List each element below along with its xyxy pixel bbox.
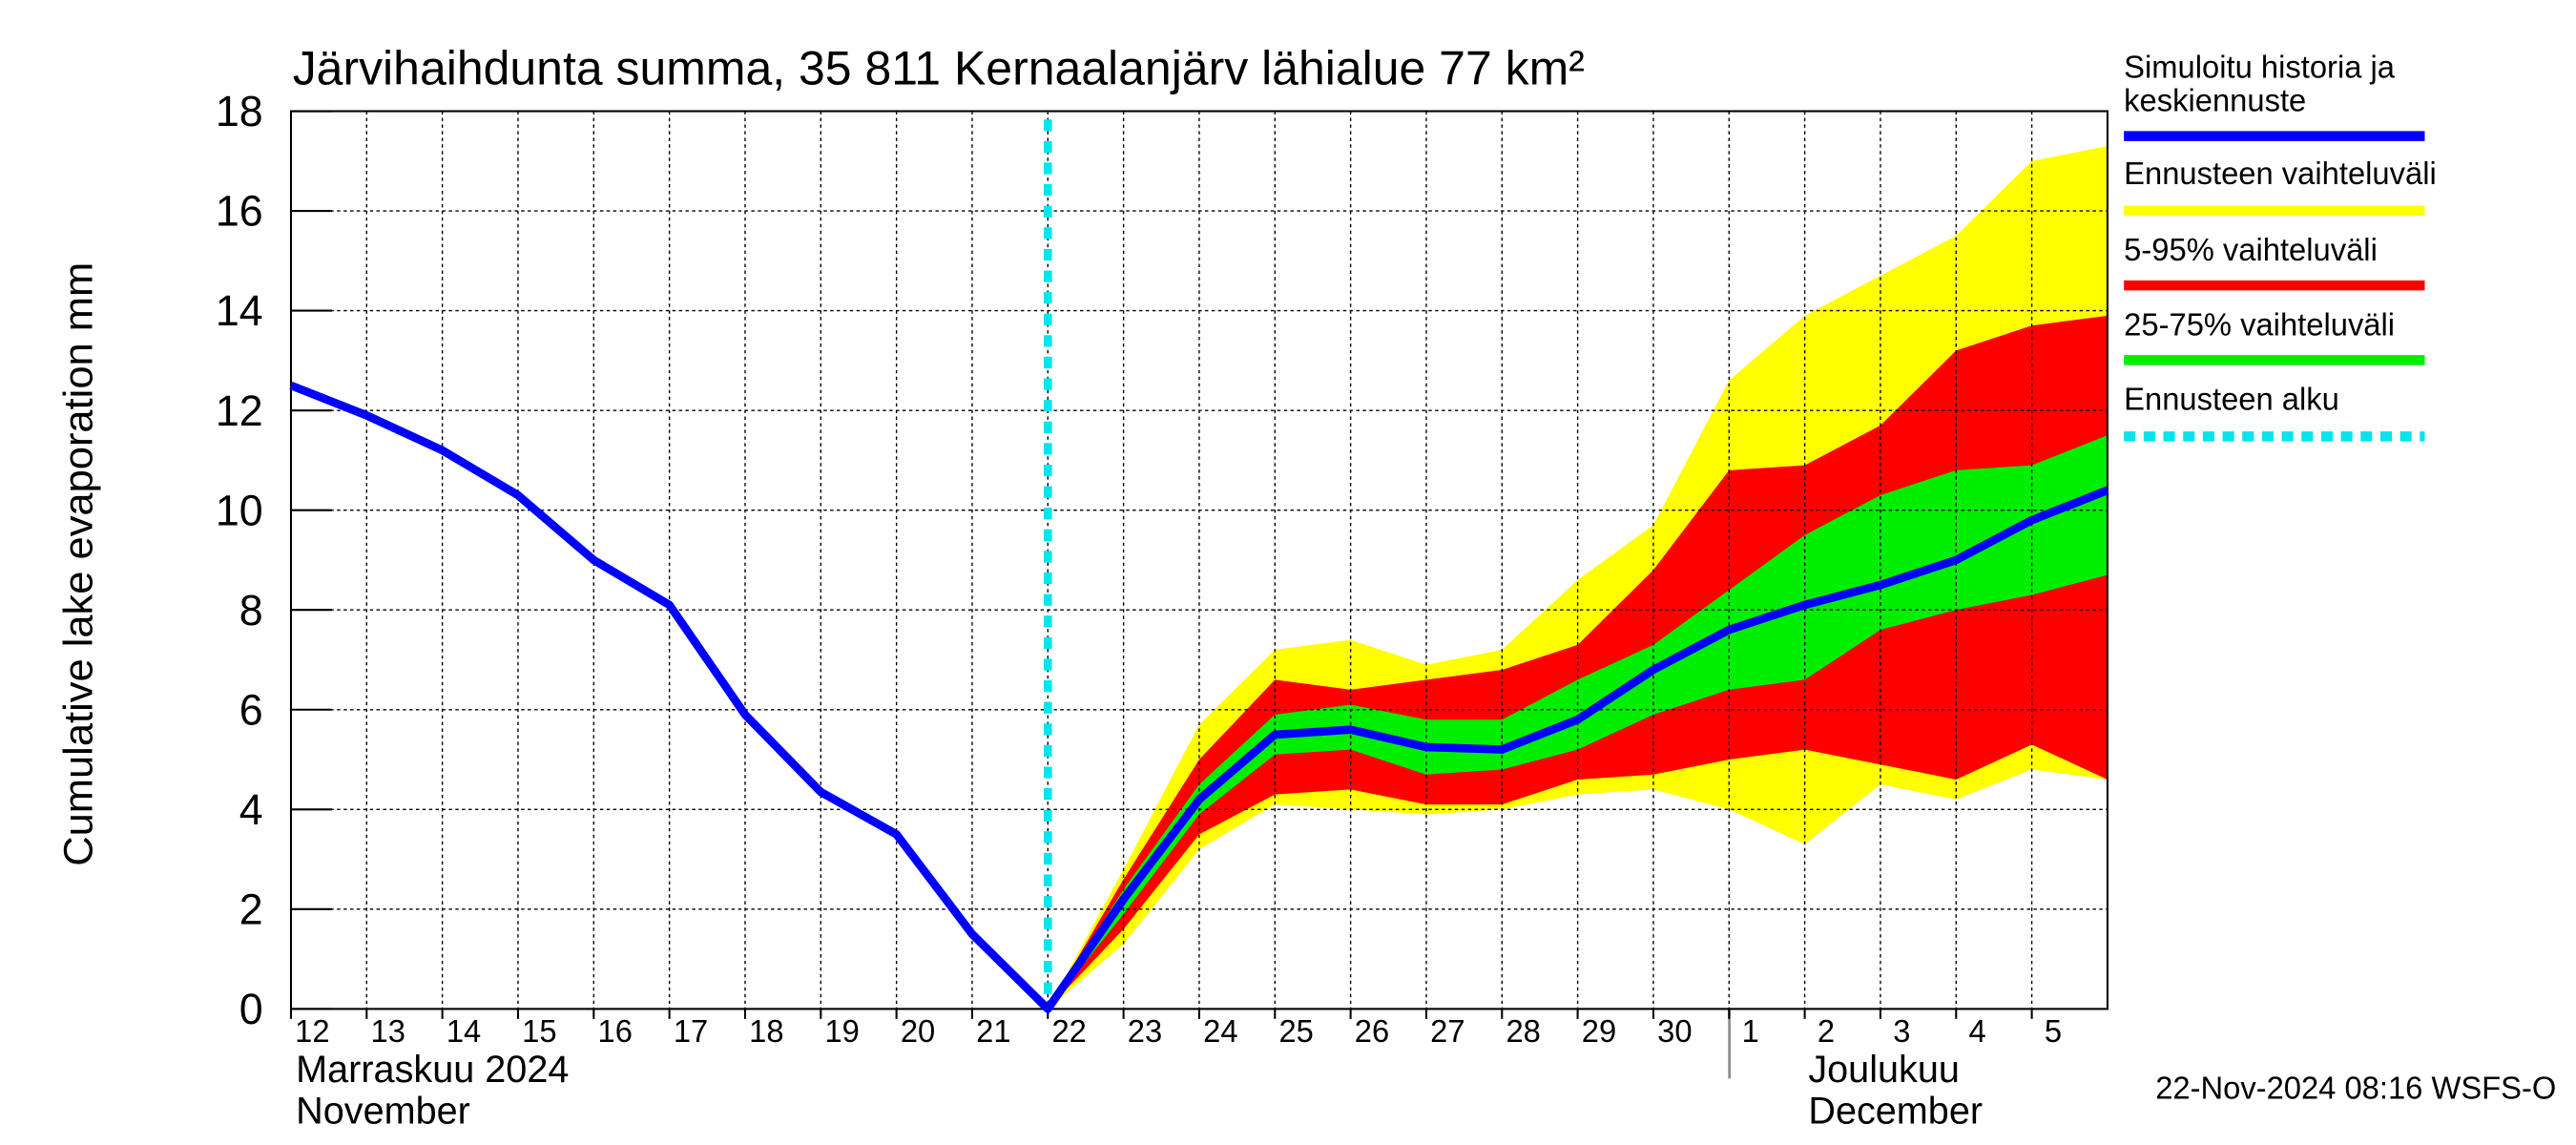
legend-item: 5-95% vaihteluväli <box>2124 235 2378 269</box>
x-tick-label: 23 <box>1128 1013 1162 1049</box>
x-tick-label: 28 <box>1506 1013 1540 1049</box>
x-tick-label: 18 <box>749 1013 783 1049</box>
x-tick-label: 21 <box>976 1013 1010 1049</box>
x-tick-label: 3 <box>1893 1013 1910 1049</box>
x-tick-label: 29 <box>1582 1013 1616 1049</box>
x-tick-label: 26 <box>1355 1013 1389 1049</box>
y-axis-label: Cumulative lake evaporation mm <box>56 262 102 866</box>
month-label: November <box>296 1090 470 1132</box>
x-tick-label: 1 <box>1742 1013 1759 1049</box>
y-tick-label: 16 <box>216 187 263 236</box>
plot-frame <box>289 110 2109 1010</box>
y-tick-label: 2 <box>239 885 263 933</box>
legend-item: Ennusteen vaihteluväli <box>2124 158 2437 193</box>
y-tick-label: 14 <box>216 286 263 335</box>
x-tick-label: 22 <box>1051 1013 1086 1049</box>
legend-label: 25-75% vaihteluväli <box>2124 310 2396 344</box>
x-tick-label: 12 <box>295 1013 329 1049</box>
x-tick-label: 14 <box>447 1013 481 1049</box>
x-tick-label: 4 <box>1969 1013 1986 1049</box>
x-tick-label: 16 <box>597 1013 632 1049</box>
x-tick-label: 2 <box>1818 1013 1835 1049</box>
series-line <box>289 381 2109 1013</box>
month-label: December <box>1808 1090 1983 1132</box>
x-tick-label: 17 <box>674 1013 708 1049</box>
legend-label: 5-95% vaihteluväli <box>2124 235 2378 269</box>
legend-item: Ennusteen alku <box>2124 385 2339 419</box>
legend-label: Ennusteen alku <box>2124 385 2339 419</box>
timestamp: 22-Nov-2024 08:16 WSFS-O <box>2155 1070 2556 1105</box>
x-tick-label: 27 <box>1430 1013 1465 1049</box>
legend-item: 25-75% vaihteluväli <box>2124 310 2396 344</box>
x-tick-label: 15 <box>522 1013 556 1049</box>
legend-item: Simuloitu historia ja keskiennuste <box>2124 52 2396 120</box>
x-tick-label: 5 <box>2045 1013 2062 1049</box>
legend-label: Ennusteen vaihteluväli <box>2124 158 2437 193</box>
y-tick-label: 8 <box>239 586 263 635</box>
month-label: Marraskuu 2024 <box>296 1049 569 1091</box>
forecast-band <box>1048 146 2108 1010</box>
chart-title: Järvihaihdunta summa, 35 811 Kernaalanjä… <box>293 41 1585 94</box>
month-label: Joulukuu <box>1808 1049 1960 1091</box>
y-tick-label: 6 <box>239 685 263 734</box>
y-tick-label: 4 <box>239 785 263 834</box>
y-tick-label: 12 <box>216 386 263 435</box>
x-tick-label: 24 <box>1203 1013 1237 1049</box>
x-tick-label: 30 <box>1657 1013 1692 1049</box>
x-tick-label: 13 <box>371 1013 405 1049</box>
legend-label: Simuloitu historia ja keskiennuste <box>2124 52 2396 120</box>
x-tick-label: 25 <box>1278 1013 1313 1049</box>
x-tick-label: 20 <box>901 1013 935 1049</box>
y-tick-label: 10 <box>216 486 263 534</box>
x-tick-label: 19 <box>824 1013 859 1049</box>
y-tick-label: 0 <box>239 985 263 1033</box>
y-tick-label: 18 <box>216 87 263 135</box>
